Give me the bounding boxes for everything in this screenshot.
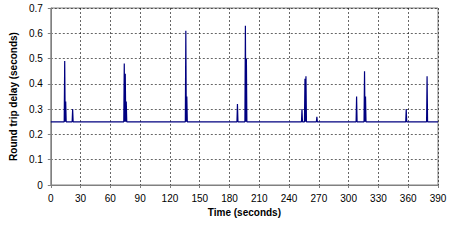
svg-text:0.5: 0.5: [29, 53, 43, 64]
svg-text:0: 0: [48, 193, 54, 204]
svg-text:390: 390: [430, 193, 447, 204]
svg-text:30: 30: [75, 193, 87, 204]
svg-text:0.4: 0.4: [29, 78, 43, 89]
svg-text:0.3: 0.3: [29, 104, 43, 115]
svg-text:0.1: 0.1: [29, 154, 43, 165]
svg-text:330: 330: [370, 193, 387, 204]
svg-text:180: 180: [221, 193, 238, 204]
svg-text:60: 60: [105, 193, 117, 204]
svg-text:270: 270: [311, 193, 328, 204]
svg-text:Round trip delay (seconds): Round trip delay (seconds): [8, 32, 19, 161]
svg-text:0.6: 0.6: [29, 28, 43, 39]
svg-text:240: 240: [281, 193, 298, 204]
svg-text:90: 90: [135, 193, 147, 204]
svg-text:210: 210: [251, 193, 268, 204]
svg-text:0.7: 0.7: [29, 3, 43, 14]
svg-text:300: 300: [340, 193, 357, 204]
svg-text:120: 120: [162, 193, 179, 204]
svg-text:150: 150: [191, 193, 208, 204]
svg-text:Time (seconds): Time (seconds): [208, 207, 281, 218]
svg-text:0: 0: [37, 180, 43, 191]
svg-text:360: 360: [400, 193, 417, 204]
svg-text:0.2: 0.2: [29, 129, 43, 140]
